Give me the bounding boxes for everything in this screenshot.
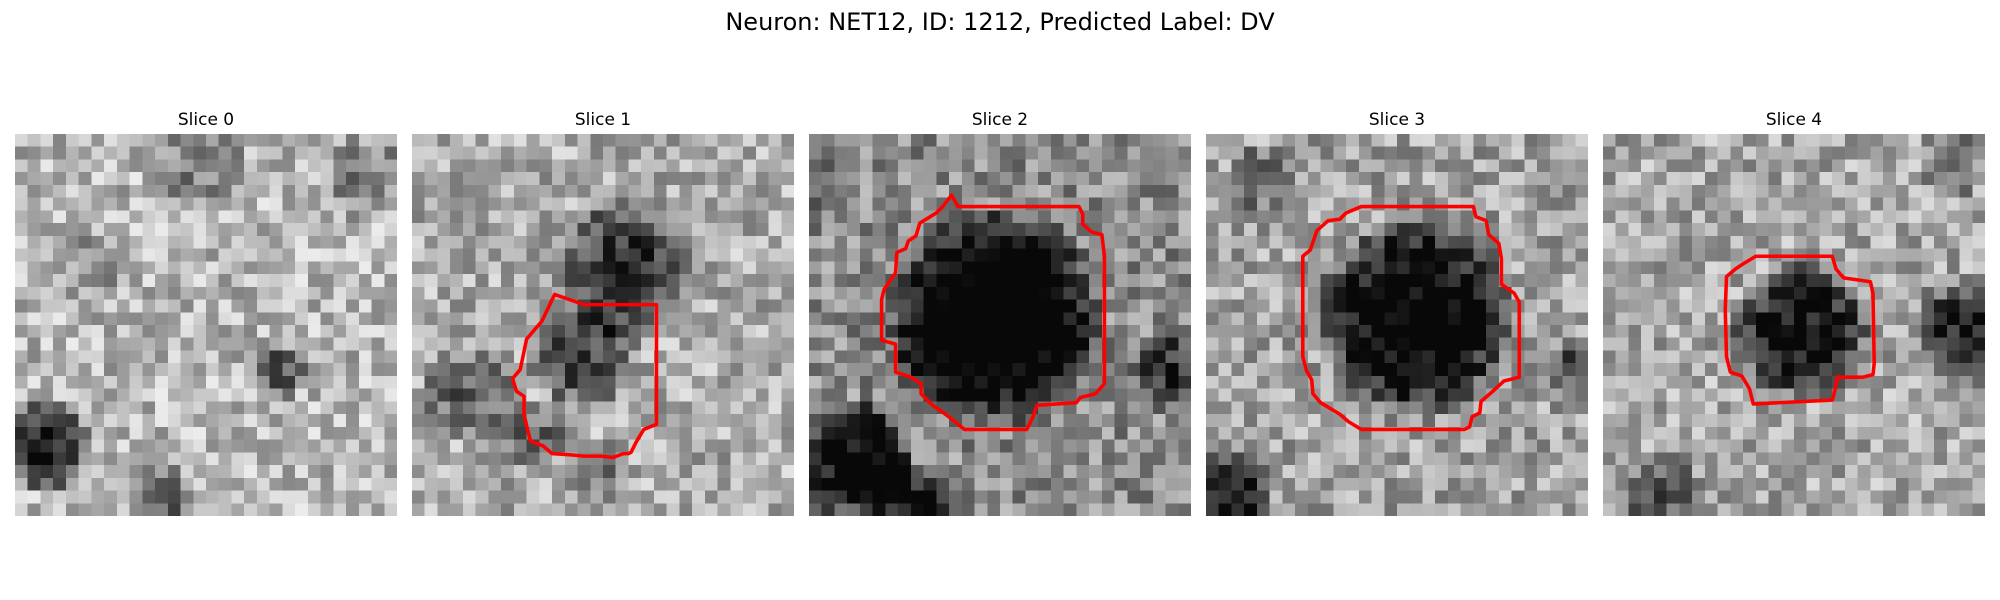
pixel-grid [412,134,794,516]
microscopy-image [412,134,794,516]
microscopy-image [809,134,1191,516]
segmentation-contour [1723,254,1877,406]
microscopy-image [1603,134,1985,516]
slice-title: Slice 1 [574,110,632,130]
microscopy-image [15,134,397,516]
pixel-grid [1603,134,1985,516]
slice-title: Slice 3 [1368,110,1426,130]
slice-image [1206,134,1588,516]
pixel-grid [1206,134,1588,516]
slice-title: Slice 2 [971,110,1029,130]
segmentation-contour [510,292,659,460]
slice-title: Slice 4 [1765,110,1823,130]
slice-image [15,134,397,516]
slice-image [1603,134,1985,516]
figure-title: Neuron: NET12, ID: 1212, Predicted Label… [725,8,1275,36]
segmentation-contour [1300,204,1522,432]
slice-title: Slice 0 [177,110,235,130]
pixel-grid [15,134,397,516]
microscopy-image [1206,134,1588,516]
pixel-grid [809,134,1191,516]
slice-image [412,134,794,516]
segmentation-contour [879,193,1107,432]
slice-image [809,134,1191,516]
